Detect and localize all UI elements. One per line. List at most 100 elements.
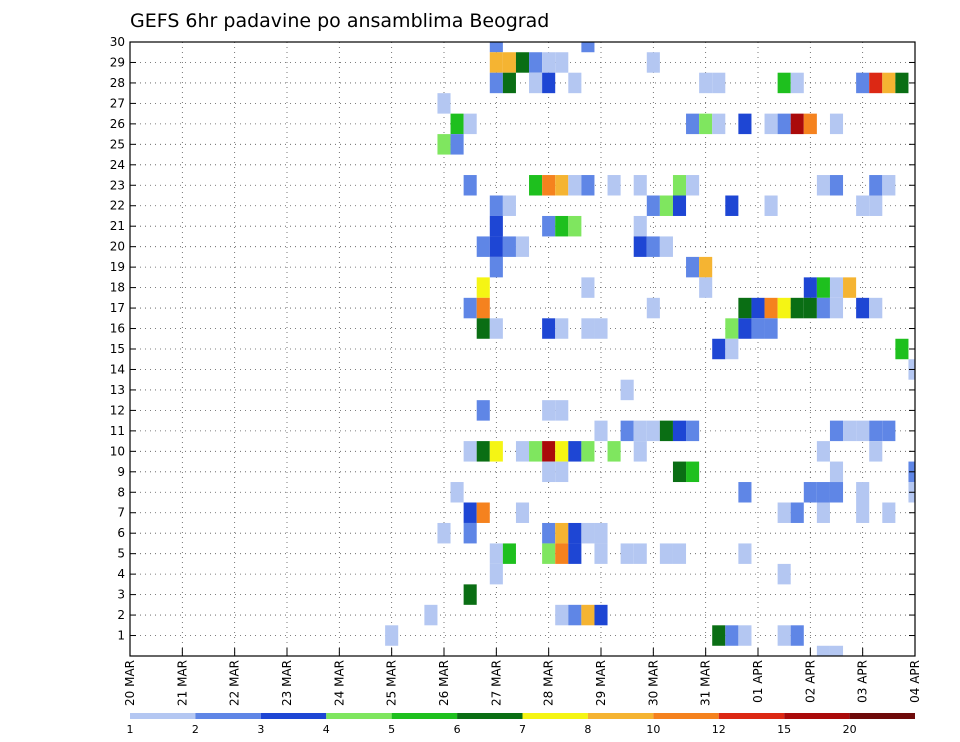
heatmap-cell xyxy=(659,236,673,257)
heatmap-cell xyxy=(829,113,844,135)
heatmap-cell xyxy=(450,482,464,503)
y-tick-label: 28 xyxy=(110,76,125,90)
y-tick-label: 25 xyxy=(110,137,125,151)
heatmap-cell xyxy=(686,420,700,442)
x-tick-label: 26 MAR xyxy=(437,660,451,706)
heatmap-cell xyxy=(633,420,647,442)
heatmap-cell xyxy=(725,338,739,360)
heatmap-cell xyxy=(502,52,516,73)
y-tick-label: 15 xyxy=(110,342,125,356)
x-tick-label: 20 MAR xyxy=(123,660,137,706)
colorbar-segment xyxy=(587,713,654,719)
heatmap-cell xyxy=(437,93,451,114)
heatmap-cell xyxy=(555,175,569,196)
heatmap-cell xyxy=(594,604,608,626)
heatmap-cell xyxy=(725,625,739,646)
heatmap-cell xyxy=(816,277,830,298)
heatmap-cell xyxy=(633,215,647,237)
heatmap-cell xyxy=(764,113,778,135)
heatmap-cell xyxy=(869,297,883,319)
heatmap-cell xyxy=(699,256,713,278)
y-tick-label: 9 xyxy=(117,465,125,479)
heatmap-cell xyxy=(502,543,516,564)
heatmap-cell xyxy=(672,543,687,564)
colorbar-segment xyxy=(326,713,392,719)
x-tick-label: 28 MAR xyxy=(542,660,556,706)
heatmap-cell xyxy=(515,441,530,462)
heatmap-cell xyxy=(581,42,595,53)
x-tick-label: 22 MAR xyxy=(228,660,242,706)
x-tick-label: 03 APR xyxy=(856,660,870,703)
y-tick-label: 6 xyxy=(117,526,125,540)
y-tick-label: 30 xyxy=(110,35,125,49)
colorbar-segment xyxy=(260,713,327,719)
heatmap-cell xyxy=(633,175,647,196)
heatmap-cell xyxy=(581,318,595,339)
heatmap-cell xyxy=(659,420,673,442)
heatmap-cell xyxy=(568,175,582,196)
heatmap-cell xyxy=(463,113,477,135)
y-tick-label: 8 xyxy=(117,485,125,499)
y-tick-label: 21 xyxy=(110,219,125,233)
heatmap-cell xyxy=(856,195,870,216)
heatmap-cell xyxy=(568,72,582,94)
heatmap-cell xyxy=(489,441,503,462)
heatmap-cell xyxy=(856,502,870,523)
x-tick-label: 25 MAR xyxy=(385,660,399,706)
colorbar: 1 2 3 4 5 6 7 8 10 12 15 20 xyxy=(127,713,915,736)
heatmap-cell xyxy=(829,461,844,483)
heatmap-cell xyxy=(620,543,634,564)
heatmap-cell xyxy=(594,420,608,442)
heatmap-cell xyxy=(502,72,516,94)
heatmap-cell xyxy=(895,72,909,94)
heatmap-cell xyxy=(764,297,778,319)
heatmap-cell xyxy=(385,625,399,646)
heatmap-cell xyxy=(568,441,582,462)
heatmap-cell xyxy=(633,543,647,564)
heatmap-cell xyxy=(476,318,490,339)
heatmap-cell xyxy=(646,52,660,73)
heatmap-cell xyxy=(581,441,595,462)
heatmap-cell xyxy=(529,175,543,196)
heatmap-cell xyxy=(777,502,791,523)
y-tick-label: 26 xyxy=(110,117,125,131)
x-tick-label: 02 APR xyxy=(803,660,817,703)
heatmap-cell xyxy=(489,236,503,257)
heatmap-cell xyxy=(672,461,687,483)
heatmap-cell xyxy=(515,52,530,73)
heatmap-cell xyxy=(568,215,582,237)
colorbar-label: 15 xyxy=(777,723,791,736)
heatmap-cell xyxy=(515,236,530,257)
colorbar-label: 1 xyxy=(127,723,134,736)
heatmap-cell xyxy=(542,543,556,564)
heatmap-cell xyxy=(555,52,569,73)
y-tick-label: 27 xyxy=(110,96,125,110)
heatmap-cell xyxy=(816,482,830,503)
heatmap-cell xyxy=(476,441,490,462)
heatmap-cell xyxy=(542,72,556,94)
colorbar-label: 5 xyxy=(388,723,395,736)
colorbar-label: 6 xyxy=(454,723,461,736)
heatmap-cell xyxy=(502,236,516,257)
heatmap-cell xyxy=(790,72,804,94)
x-tick-label: 29 MAR xyxy=(594,660,608,706)
heatmap-cell xyxy=(489,215,503,237)
heatmap-cell xyxy=(594,522,608,544)
y-tick-label: 22 xyxy=(110,199,125,213)
x-tick-label: 04 APR xyxy=(908,660,922,703)
heatmap-cell xyxy=(751,297,765,319)
heatmap-cell xyxy=(882,72,896,94)
y-tick-label: 18 xyxy=(110,281,125,295)
colorbar-label: 2 xyxy=(192,723,199,736)
heatmap-cell xyxy=(712,72,726,94)
y-tick-label: 12 xyxy=(110,403,125,417)
heatmap-cell xyxy=(803,482,817,503)
heatmap-cell xyxy=(869,175,883,196)
heatmap-cell xyxy=(568,522,582,544)
heatmap-cell xyxy=(686,256,700,278)
colorbar-label: 10 xyxy=(646,723,660,736)
heatmap-cell xyxy=(542,215,556,237)
heatmap-cell xyxy=(712,625,726,646)
heatmap-cell xyxy=(686,461,700,483)
heatmap-cell xyxy=(816,502,830,523)
